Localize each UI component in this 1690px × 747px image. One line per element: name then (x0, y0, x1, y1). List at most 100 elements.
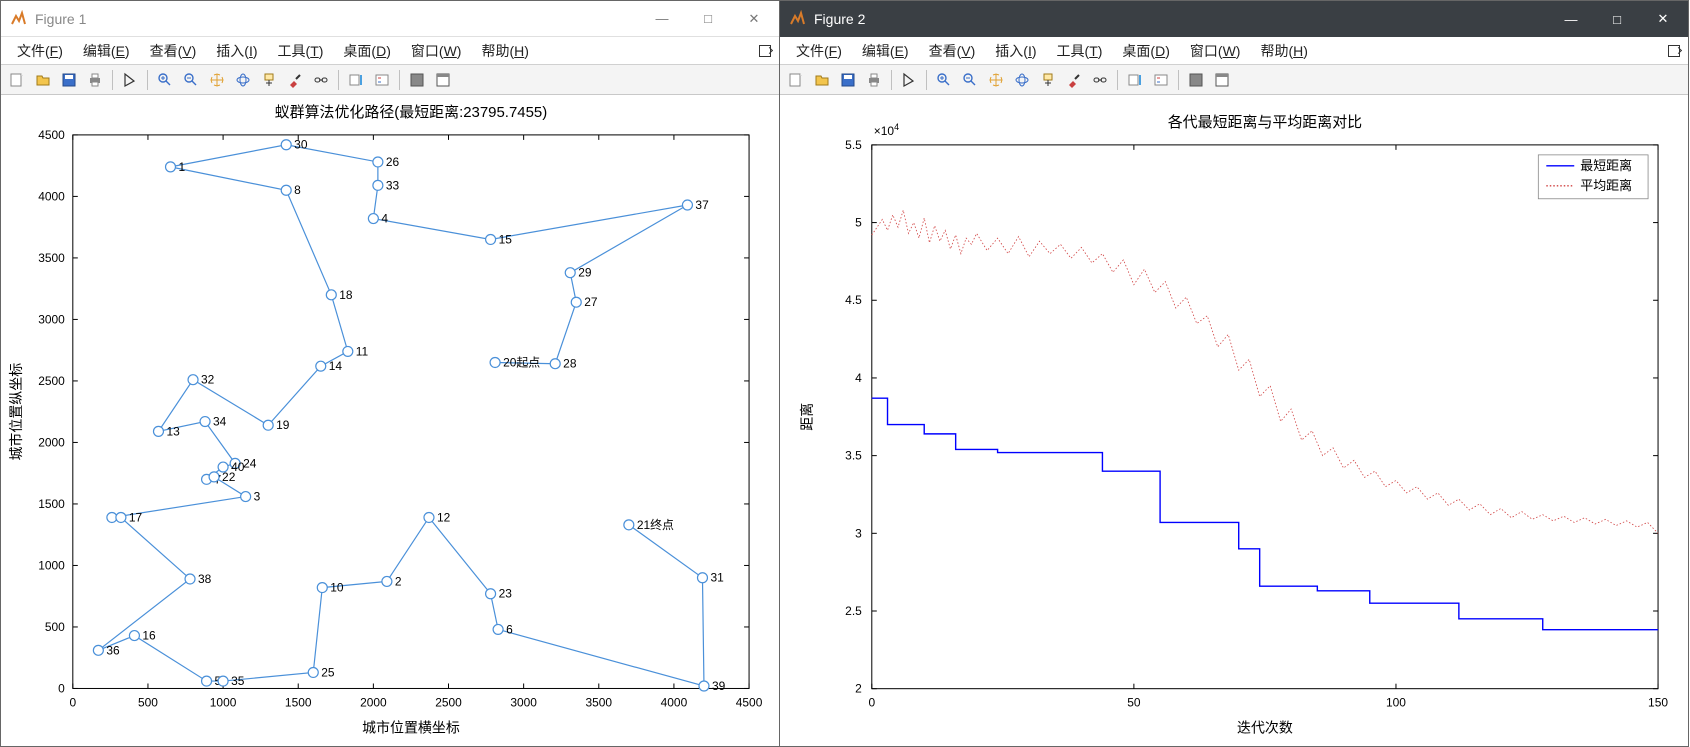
titlebar-fig2[interactable]: Figure 2 — □ ✕ (780, 1, 1688, 37)
link-data-icon[interactable] (309, 68, 333, 92)
pan-icon[interactable] (984, 68, 1008, 92)
svg-text:4.5: 4.5 (845, 293, 862, 307)
legend-icon[interactable] (1149, 68, 1173, 92)
print-icon[interactable] (862, 68, 886, 92)
legend-icon[interactable] (370, 68, 394, 92)
svg-text:1500: 1500 (285, 695, 312, 709)
menu-help[interactable]: 帮助(H) (471, 39, 538, 63)
svg-text:×104: ×104 (874, 122, 899, 138)
titlebar-fig1[interactable]: Figure 1 — □ ✕ (1, 1, 779, 37)
dock-icon[interactable] (759, 45, 771, 57)
toolbar-fig2 (780, 65, 1688, 95)
menu-help[interactable]: 帮助(H) (1250, 39, 1317, 63)
open-icon[interactable] (810, 68, 834, 92)
menu-desktop[interactable]: 桌面(D) (1112, 39, 1179, 63)
svg-text:1000: 1000 (210, 695, 237, 709)
svg-text:4: 4 (855, 371, 862, 385)
colorbar-icon[interactable] (1123, 68, 1147, 92)
svg-text:35: 35 (231, 674, 245, 688)
pan-icon[interactable] (205, 68, 229, 92)
print-icon[interactable] (83, 68, 107, 92)
svg-text:33: 33 (386, 178, 400, 192)
hide-tools-icon[interactable] (1184, 68, 1208, 92)
svg-text:15: 15 (499, 232, 513, 246)
show-tools-icon[interactable] (1210, 68, 1234, 92)
data-cursor-icon[interactable] (257, 68, 281, 92)
svg-text:4000: 4000 (661, 695, 688, 709)
menu-view[interactable]: 查看(V) (919, 39, 986, 63)
svg-text:24: 24 (243, 456, 257, 470)
plot-area-fig2[interactable]: 各代最短距离与平均距离对比05010015022.533.544.555.5×1… (780, 95, 1688, 746)
svg-text:各代最短距离与平均距离对比: 各代最短距离与平均距离对比 (1168, 114, 1362, 131)
svg-text:39: 39 (712, 679, 726, 693)
menu-insert[interactable]: 插入(I) (206, 39, 267, 63)
svg-text:32: 32 (201, 373, 215, 387)
zoom-in-icon[interactable] (932, 68, 956, 92)
svg-text:3.5: 3.5 (845, 449, 862, 463)
dock-icon[interactable] (1668, 45, 1680, 57)
menu-view[interactable]: 查看(V) (140, 39, 207, 63)
svg-text:3: 3 (855, 526, 862, 540)
svg-text:26: 26 (386, 155, 400, 169)
colorbar-icon[interactable] (344, 68, 368, 92)
svg-text:4500: 4500 (736, 695, 763, 709)
menu-desktop[interactable]: 桌面(D) (333, 39, 400, 63)
window-title: Figure 2 (814, 11, 865, 27)
svg-text:5: 5 (855, 216, 862, 230)
svg-text:最短距离: 最短距离 (1580, 158, 1632, 173)
minimize-button[interactable]: — (1548, 1, 1594, 37)
link-data-icon[interactable] (1088, 68, 1112, 92)
svg-text:距离: 距离 (799, 403, 815, 431)
zoom-out-icon[interactable] (179, 68, 203, 92)
brush-icon[interactable] (283, 68, 307, 92)
svg-text:2.5: 2.5 (845, 604, 862, 618)
svg-text:6: 6 (506, 622, 513, 636)
minimize-button[interactable]: — (639, 1, 685, 36)
edit-plot-icon[interactable] (897, 68, 921, 92)
show-tools-icon[interactable] (431, 68, 455, 92)
data-cursor-icon[interactable] (1036, 68, 1060, 92)
menu-window[interactable]: 窗口(W) (1180, 39, 1251, 63)
brush-icon[interactable] (1062, 68, 1086, 92)
new-figure-icon[interactable] (5, 68, 29, 92)
menu-file[interactable]: 文件(F) (7, 39, 73, 63)
svg-text:2000: 2000 (360, 695, 387, 709)
svg-text:3000: 3000 (510, 695, 537, 709)
edit-plot-icon[interactable] (118, 68, 142, 92)
rotate-3d-icon[interactable] (231, 68, 255, 92)
svg-text:14: 14 (329, 359, 343, 373)
rotate-3d-icon[interactable] (1010, 68, 1034, 92)
new-figure-icon[interactable] (784, 68, 808, 92)
menu-edit[interactable]: 编辑(E) (852, 39, 919, 63)
svg-text:150: 150 (1648, 696, 1668, 710)
save-icon[interactable] (57, 68, 81, 92)
menu-tools[interactable]: 工具(T) (268, 39, 334, 63)
maximize-button[interactable]: □ (1594, 1, 1640, 37)
plot-area-fig1[interactable]: 蚁群算法优化路径(最短距离:23795.7455)050010001500200… (1, 95, 779, 746)
menubar-fig2: 文件(F) 编辑(E) 查看(V) 插入(I) 工具(T) 桌面(D) 窗口(W… (780, 37, 1688, 65)
menu-insert[interactable]: 插入(I) (985, 39, 1046, 63)
close-button[interactable]: ✕ (731, 1, 777, 36)
svg-text:31: 31 (710, 571, 724, 585)
menu-file[interactable]: 文件(F) (786, 39, 852, 63)
menu-tools[interactable]: 工具(T) (1047, 39, 1113, 63)
menu-edit[interactable]: 编辑(E) (73, 39, 140, 63)
zoom-out-icon[interactable] (958, 68, 982, 92)
svg-text:40: 40 (231, 460, 245, 474)
svg-text:迭代次数: 迭代次数 (1237, 720, 1293, 736)
zoom-in-icon[interactable] (153, 68, 177, 92)
svg-text:100: 100 (1386, 696, 1406, 710)
svg-text:5.5: 5.5 (845, 138, 862, 152)
svg-text:8: 8 (294, 183, 301, 197)
open-icon[interactable] (31, 68, 55, 92)
svg-text:城市位置横坐标: 城市位置横坐标 (362, 719, 460, 735)
menu-window[interactable]: 窗口(W) (401, 39, 472, 63)
save-icon[interactable] (836, 68, 860, 92)
svg-text:19: 19 (276, 418, 290, 432)
svg-text:0: 0 (69, 695, 76, 709)
maximize-button[interactable]: □ (685, 1, 731, 36)
svg-text:1: 1 (178, 160, 185, 174)
hide-tools-icon[interactable] (405, 68, 429, 92)
close-button[interactable]: ✕ (1640, 1, 1686, 37)
svg-text:500: 500 (138, 695, 158, 709)
